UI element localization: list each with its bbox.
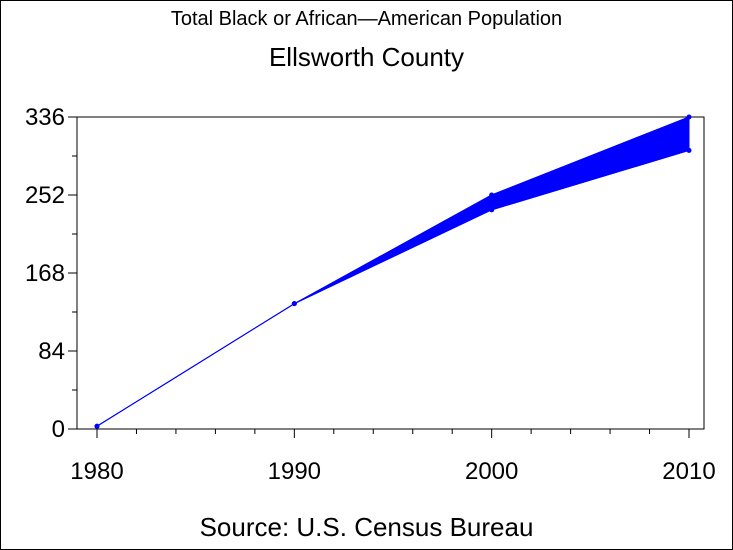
series-band: [96, 116, 690, 427]
data-point-0-2: [489, 207, 495, 213]
source-note: Source: U.S. Census Bureau: [199, 512, 534, 542]
data-point-1-3: [686, 114, 692, 120]
x-tick-label-2: 2000: [465, 458, 518, 485]
x-tick-label-0: 1980: [70, 458, 123, 485]
data-point-0-3: [686, 147, 692, 153]
data-point-1-2: [489, 192, 495, 198]
chart-subtitle: Total Black or African—American Populati…: [170, 8, 563, 30]
series-line-0: [96, 149, 690, 427]
y-tick-label-4: 336: [25, 104, 65, 131]
y-tick-label-0: 0: [52, 416, 65, 443]
y-tick-label-3: 252: [25, 182, 65, 209]
x-tick-label-1: 1990: [268, 458, 321, 485]
y-tick-label-1: 84: [38, 338, 65, 365]
series-line-1: [96, 116, 690, 427]
x-tick-label-3: 2010: [662, 458, 715, 485]
y-tick-label-2: 168: [25, 260, 65, 287]
data-point-1-1: [291, 301, 297, 307]
chart-title: Ellsworth County: [268, 42, 465, 72]
data-point-1-0: [94, 423, 100, 429]
